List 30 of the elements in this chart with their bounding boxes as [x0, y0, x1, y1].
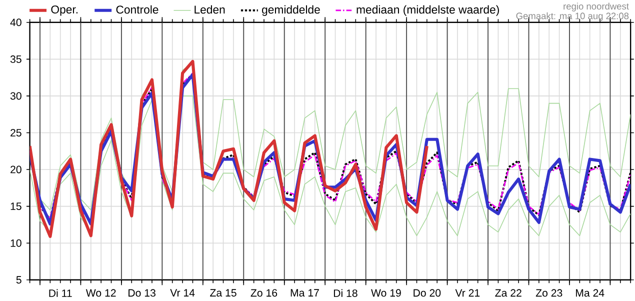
legend-label: Leden [194, 5, 225, 14]
text: Gemaakt: ma 10 aug 22:08 [516, 12, 629, 21]
x-tick-label: Wo 19 [371, 289, 401, 296]
x-tick-label: Za 15 [210, 288, 236, 296]
y-tick-label: 20 [10, 166, 22, 174]
y-tick-label: 5 [16, 276, 22, 284]
legend-label: Controle [116, 5, 158, 14]
x-tick-label: Di 11 [49, 288, 72, 297]
y-tick-label: 35 [10, 55, 22, 63]
x-tick-label: Do 20 [414, 289, 441, 296]
x-tick-label: Wo 12 [86, 289, 116, 296]
legend-label: gemiddelde [262, 5, 320, 16]
x-tick-label: Zo 23 [536, 289, 562, 296]
y-tick-label: 30 [10, 92, 22, 100]
x-tick-label: Di 18 [334, 288, 358, 297]
x-tick-label: Zo 16 [250, 289, 278, 296]
y-tick-label: 10 [10, 239, 22, 247]
y-tick-label: 25 [10, 128, 22, 136]
legend-label: mediaan (middelste waarde) [356, 5, 499, 16]
x-tick-label: Do 13 [128, 289, 156, 296]
legend-label: Oper. [51, 5, 78, 16]
text: regio noordwest [564, 2, 629, 12]
x-tick-label: Ma 24 [576, 289, 604, 296]
y-tick-label: 15 [10, 202, 22, 210]
line-series [30, 60, 428, 238]
x-tick-label: Vr 14 [170, 288, 195, 296]
x-tick-label: Za 22 [495, 289, 522, 296]
x-tick-label: Vr 21 [455, 289, 480, 296]
x-tick-label: Ma 17 [290, 288, 319, 296]
y-tick-label: 40 [10, 18, 22, 26]
